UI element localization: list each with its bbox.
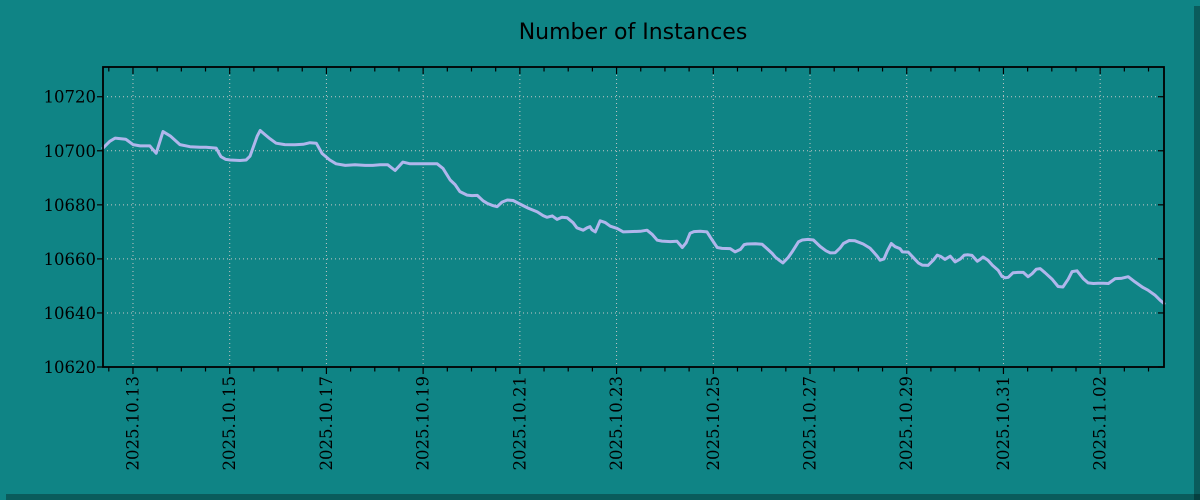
gridlines xyxy=(103,67,1164,368)
shadow-right xyxy=(1194,6,1200,500)
x-tick-label: 2025.10.31 xyxy=(994,376,1013,470)
plot-border xyxy=(102,66,1165,368)
y-tick-label: 10700 xyxy=(44,142,97,161)
shadow-bottom xyxy=(6,494,1200,500)
chart-title: Number of Instances xyxy=(519,20,748,45)
y-tick-label: 10660 xyxy=(44,250,97,269)
x-tick-label: 2025.11.02 xyxy=(1091,376,1110,470)
x-tick-label: 2025.10.27 xyxy=(801,376,820,470)
x-tick-label: 2025.10.17 xyxy=(317,376,336,470)
x-tick-label: 2025.10.13 xyxy=(123,376,142,470)
y-tick-label: 10620 xyxy=(44,358,97,377)
y-tick-label: 10680 xyxy=(44,196,97,215)
x-tick-label: 2025.10.21 xyxy=(510,376,529,470)
axis-labels: 10620 10640 10660 10680 10700 10720 2025.10.13… xyxy=(44,88,1110,471)
x-tick-label: 2025.10.25 xyxy=(704,376,723,470)
series-layer xyxy=(101,129,1166,305)
x-tick-label: 2025.10.23 xyxy=(607,376,626,470)
y-tick-label: 10640 xyxy=(44,304,97,323)
y-tick-label: 10720 xyxy=(44,88,97,107)
axis-ticks xyxy=(97,67,1164,374)
window-shadow-border xyxy=(6,6,1200,500)
instances-line-series xyxy=(101,129,1166,305)
x-tick-label: 2025.10.15 xyxy=(220,376,239,470)
x-tick-label: 2025.10.29 xyxy=(897,376,916,470)
x-tick-label: 2025.10.19 xyxy=(414,376,433,470)
